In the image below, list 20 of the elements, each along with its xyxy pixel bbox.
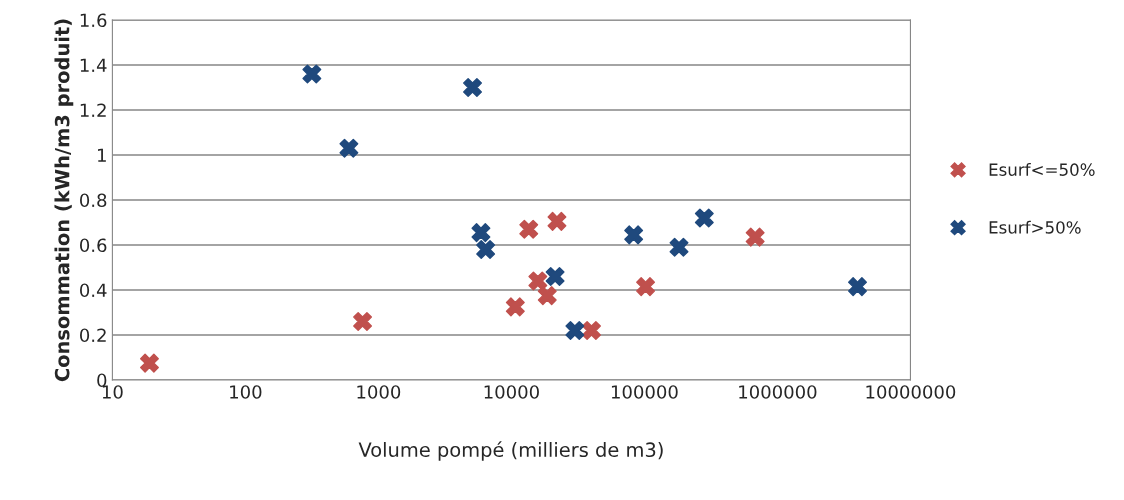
x-tick-label: 10 (102, 385, 123, 399)
x-tick-label: 100 (230, 385, 262, 399)
x-tick-label: 10000 (484, 385, 539, 399)
y-axis-title: Consommation (kWh/m3 produit) (54, 19, 74, 382)
y-tick-label: 0.8 (80, 193, 107, 208)
x-tick-label: 10000000 (866, 385, 956, 399)
y-tick-label: 1.4 (80, 58, 107, 72)
x-tick-label: 100000 (611, 385, 678, 399)
y-tick-label: 0.6 (80, 238, 107, 253)
y-tick-label: 0 (97, 373, 107, 388)
x-axis-title: Volume pompé (milliers de m3) (358, 441, 663, 461)
y-tick-label: 1.2 (80, 103, 106, 117)
y-tick-label: 0.4 (80, 283, 107, 298)
x-tick-label: 1000000 (739, 385, 817, 399)
y-tick-label: 1.6 (80, 13, 107, 28)
legend-label: Esurf<=50% (989, 163, 1095, 176)
x-tick-label: 1000 (357, 385, 401, 399)
legend-label: Esurf>50% (989, 220, 1081, 234)
y-tick-label: 0.2 (80, 328, 106, 343)
y-tick-label: 1 (98, 148, 106, 162)
